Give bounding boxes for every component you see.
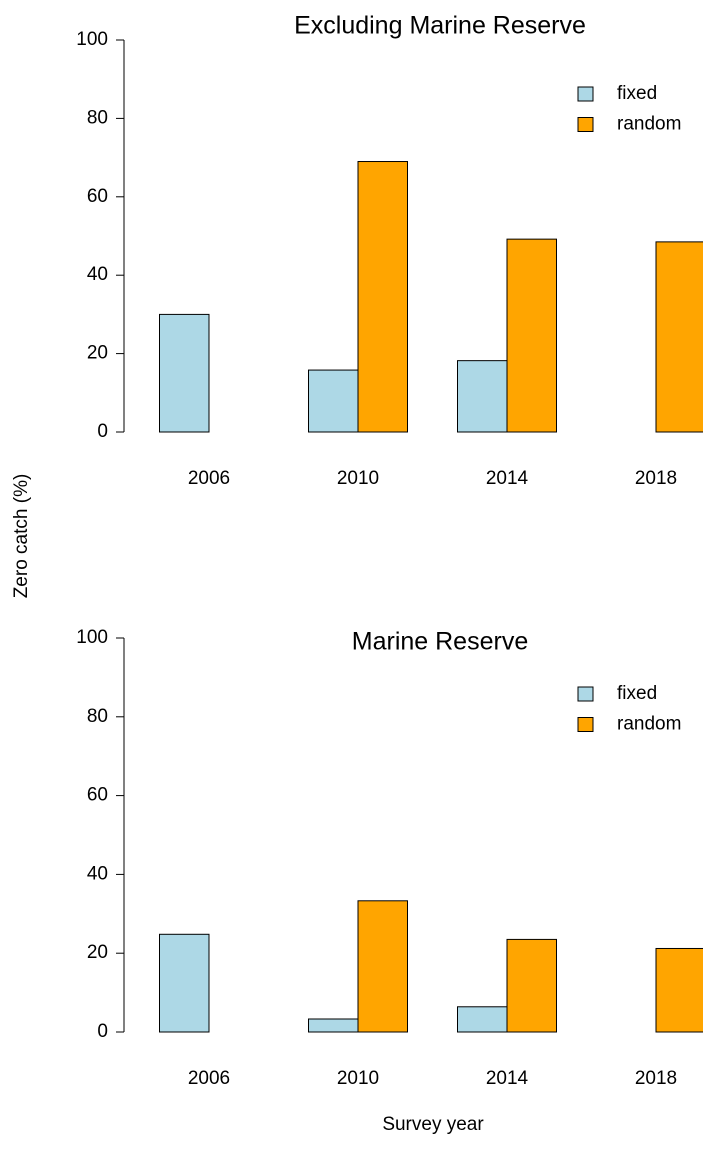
x-tick-label: 2018 — [635, 1068, 677, 1089]
bar — [308, 1018, 359, 1033]
x-tick-label: 2006 — [188, 1068, 230, 1089]
y-tick-label: 60 — [87, 785, 108, 806]
x-tick-label: 2006 — [188, 468, 230, 489]
x-tick-label: 2010 — [337, 468, 379, 489]
y-tick-label: 80 — [87, 706, 108, 727]
bar — [159, 313, 210, 433]
legend-label: random — [617, 714, 681, 735]
y-tick-label: 20 — [87, 942, 108, 963]
y-tick-label: 60 — [87, 186, 108, 207]
bar — [159, 933, 210, 1033]
legend-swatch — [577, 86, 594, 102]
legend-label: fixed — [617, 83, 657, 104]
y-tick-label: 40 — [87, 264, 108, 285]
x-tick-label: 2014 — [486, 1068, 529, 1089]
x-tick-label: 2010 — [337, 1068, 379, 1089]
bar — [457, 360, 508, 433]
bar — [506, 938, 557, 1033]
bar — [308, 369, 359, 433]
bar — [357, 161, 408, 433]
y-tick-label: 100 — [76, 627, 108, 648]
bar — [506, 238, 557, 433]
bar — [655, 241, 703, 433]
legend-label: random — [617, 114, 681, 135]
legend-swatch — [577, 686, 594, 702]
bar — [655, 947, 703, 1033]
chart-title: Marine Reserve — [352, 628, 528, 656]
x-axis-label: Survey year — [382, 1114, 484, 1135]
legend-swatch — [577, 717, 594, 732]
y-axis-label: Zero catch (%) — [11, 474, 32, 599]
chart-title: Excluding Marine Reserve — [294, 12, 586, 40]
y-tick-label: 100 — [76, 29, 108, 50]
x-tick-label: 2018 — [635, 468, 677, 489]
y-tick-label: 80 — [87, 107, 108, 128]
y-tick-label: 40 — [87, 863, 108, 884]
y-tick-label: 0 — [97, 421, 108, 442]
y-tick-label: 20 — [87, 343, 108, 364]
legend-label: fixed — [617, 683, 657, 704]
bar — [357, 900, 408, 1033]
y-tick-label: 0 — [97, 1021, 108, 1042]
bar — [457, 1006, 508, 1033]
x-tick-label: 2014 — [486, 468, 529, 489]
legend-swatch — [577, 117, 594, 132]
